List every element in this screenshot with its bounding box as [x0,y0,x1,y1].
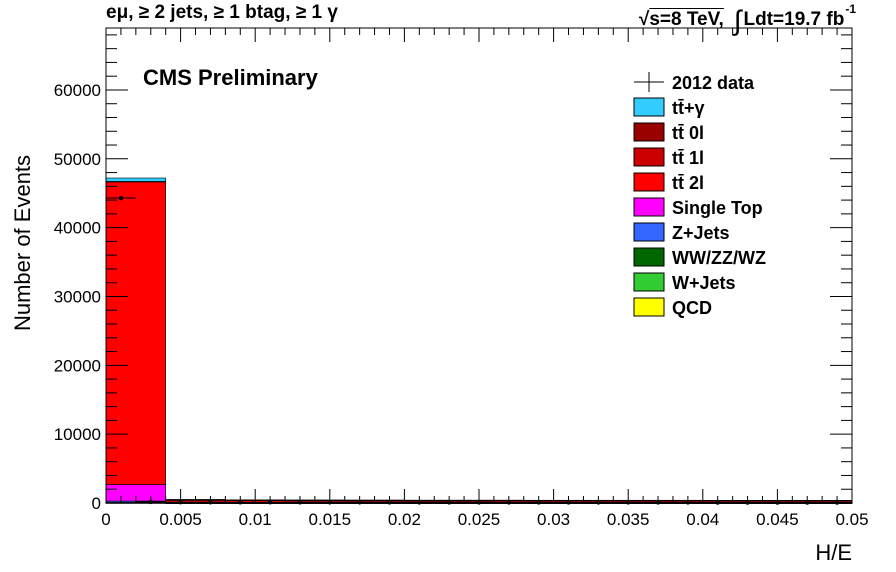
y-tick-label-0: 0 [92,494,101,513]
stacked-bars [105,177,853,504]
data-point-0 [118,195,124,201]
legend-swatch-8 [633,272,665,292]
x-tick-label-2: 0.01 [239,510,272,529]
legend-swatch-6 [633,222,665,242]
x-tick-label-7: 0.035 [607,510,650,529]
sqrt-symbol: √ [638,9,650,30]
legend-swatch-9 [633,297,665,317]
legend-label-0: 2012 data [672,73,755,93]
x-tick-label-1: 0.005 [159,510,202,529]
lumi-exponent: -1 [845,2,856,16]
tick-labels: 0 0.005 0.01 0.015 0.02 0.025 0.03 0.035 0.04 0.0… [54,81,869,529]
y-axis-label: Number of Events [10,155,35,331]
x-tick-label-8: 0.04 [686,510,719,529]
legend-label-6: Z+Jets [672,223,730,243]
bar-8-0 [105,177,166,182]
legend-label-1: tt̄+γ [672,98,705,118]
y-tick-label-2: 20000 [54,356,101,375]
legend-swatch-1 [633,97,665,117]
x-tick-label-3: 0.015 [309,510,352,529]
legend-label-8: W+Jets [672,273,736,293]
bar-5-0 [105,181,166,485]
x-tick-label-10: 0.05 [835,510,868,529]
x-axis-label: H/E [815,540,852,565]
x-tick-label-6: 0.03 [537,510,570,529]
legend-label-3: tt̄ 1l [672,148,704,168]
integral-symbol: ∫ [733,5,742,36]
legend-swatch-2 [633,122,665,142]
x-tick-label-5: 0.025 [458,510,501,529]
legend-swatch-3 [633,147,665,167]
y-tick-label-4: 40000 [54,219,101,238]
legend: 2012 data tt̄+γ tt̄ 0l tt̄ 1l tt̄ 2l Single T… [633,72,766,318]
legend-label-7: WW/ZZ/WZ [672,248,766,268]
legend-label-2: tt̄ 0l [672,123,704,143]
axis-ticks [105,28,853,504]
y-tick-label-6: 60000 [54,81,101,100]
selection-label: eμ, ≥ 2 jets, ≥ 1 btag, ≥ 1 γ [106,2,338,23]
x-tick-label-4: 0.02 [388,510,421,529]
y-tick-label-5: 50000 [54,150,101,169]
y-tick-label-1: 10000 [54,425,101,444]
legend-label-5: Single Top [672,198,763,218]
legend-swatch-5 [633,197,665,217]
legend-swatch-7 [633,247,665,267]
energy-lumi-label: √s=8 TeV, ∫ Ldt=19.7 fb-1 [639,2,856,37]
legend-swatch-4 [633,172,665,192]
lumi-label: Ldt=19.7 fb [743,9,845,30]
legend-label-9: QCD [672,298,712,318]
data-points [106,195,852,505]
y-tick-label-3: 30000 [54,287,101,306]
x-tick-label-9: 0.045 [756,510,799,529]
legend-label-4: tt̄ 2l [672,173,704,193]
energy-label: s=8 TeV, [649,9,724,30]
chart-title: CMS Preliminary [143,65,319,90]
x-tick-label-0: 0 [101,510,110,529]
